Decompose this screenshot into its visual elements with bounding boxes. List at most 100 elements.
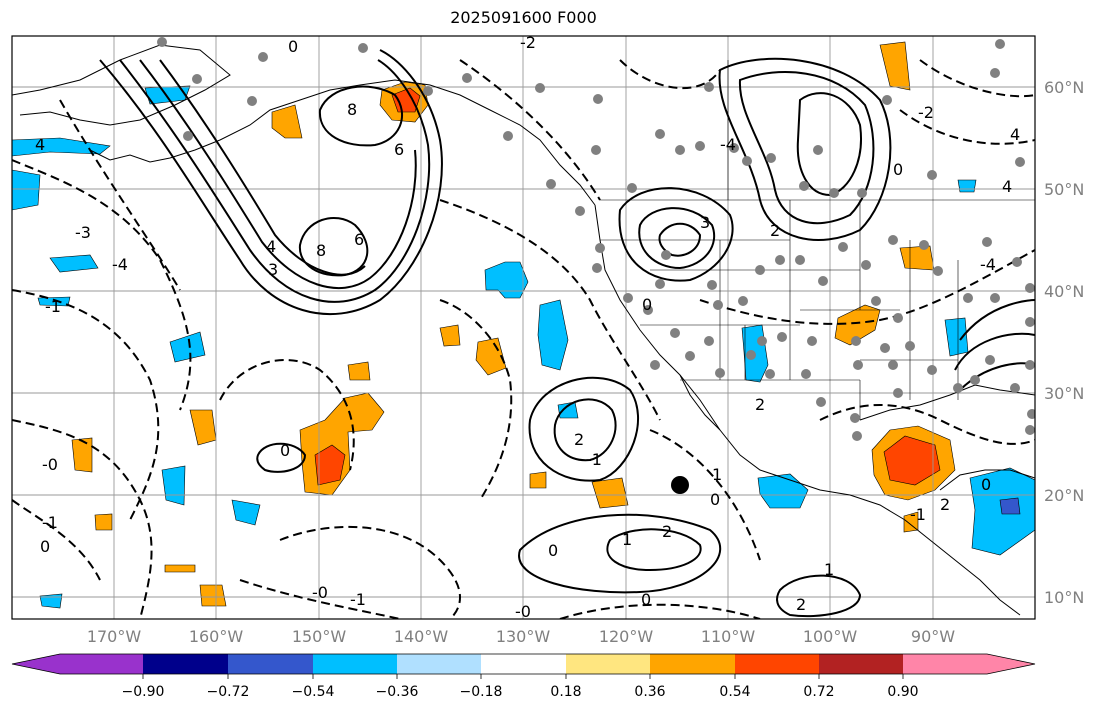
lat-label: 30°N — [1044, 384, 1084, 403]
contour-label: 8 — [347, 100, 357, 119]
contour-0-small — [256, 442, 307, 473]
map-panel: 0 8 6 8 6 4 3 -3 -4 4 -4 -2 3 2 0 2 -1 -… — [12, 36, 1035, 621]
contour-dash-4 — [12, 499, 101, 581]
lat-label: 20°N — [1044, 486, 1084, 505]
contour-label: 2 — [796, 595, 806, 614]
contour-label: 1 — [712, 465, 722, 484]
shade-red-texas — [883, 435, 941, 486]
shade-orange-west2 — [94, 513, 113, 531]
contour-label: 4 — [1010, 125, 1020, 144]
contour-canada-2 — [738, 71, 875, 225]
contour-dash-13 — [899, 109, 1035, 145]
contour-dash-8 — [459, 59, 601, 201]
gulf-coast — [859, 384, 1035, 421]
contour-label: 0 — [548, 541, 558, 560]
contour-dash-12 — [819, 404, 1035, 445]
contour-trough-left — [59, 99, 181, 291]
lat-label: 10°N — [1044, 588, 1084, 607]
contour-label: -1 — [350, 590, 366, 609]
colorbar-outline — [11, 653, 1036, 675]
significance-stippling — [157, 37, 1035, 441]
colorbar-seg — [228, 654, 314, 674]
colorbar-seg — [481, 654, 567, 674]
contour-lines — [12, 49, 1035, 619]
lon-label: 90°W — [911, 627, 955, 646]
contour-dash-15 — [279, 525, 461, 619]
colorbar-seg — [143, 654, 229, 674]
figure-title: 2025091600 F000 — [450, 8, 597, 27]
colorbar-tick-label: 0.36 — [634, 684, 665, 700]
lon-label: 170°W — [87, 627, 142, 646]
contour-pac-high-2 — [553, 398, 617, 462]
lon-label: 160°W — [189, 627, 244, 646]
contour-label: 1 — [824, 560, 834, 579]
lon-label: 120°W — [599, 627, 654, 646]
contour-dash-14 — [919, 59, 1035, 98]
shade-blue-pac-3 — [557, 401, 579, 419]
contour-label: 4 — [35, 135, 45, 154]
contour-south-2 — [606, 528, 702, 572]
contour-label: -4 — [980, 255, 996, 274]
contour-label: 2 — [662, 522, 672, 541]
shade-orange-west3 — [199, 584, 227, 607]
contour-label: 0 — [40, 537, 50, 556]
lat-label: 60°N — [1044, 78, 1084, 97]
yucatan-coast — [939, 469, 1035, 491]
aleutian-chain — [89, 79, 596, 206]
shade-orange-kansas — [834, 304, 881, 346]
contour-label: 0 — [641, 590, 651, 609]
shade-blue-pac-long — [484, 261, 529, 299]
contour-dash-2 — [12, 289, 160, 521]
contour-dash-11 — [699, 249, 1035, 325]
shade-orange-sw — [591, 477, 629, 509]
contour-ridge-2 — [638, 207, 716, 270]
shade-orange-ne — [899, 245, 935, 271]
contour-canada-3 — [796, 92, 862, 197]
shade-navy-yucatan — [999, 497, 1021, 515]
shade-blue-mexico — [757, 473, 809, 509]
colorbar-seg — [566, 654, 652, 674]
contour-label: 0 — [710, 490, 720, 509]
shade-blue-west-1 — [49, 254, 99, 273]
contour-big-trough — [99, 49, 443, 315]
colorbar-tick-label: 0.72 — [803, 684, 834, 700]
contour-label: 2 — [770, 221, 780, 240]
shade-blue-sw1 — [231, 499, 261, 526]
colorbar-seg — [987, 654, 1035, 674]
longitude-labels: 170°W 160°W 150°W 140°W 130°W 120°W 110°… — [87, 627, 955, 646]
colorbar-tick-label: −0.54 — [292, 684, 335, 700]
contour-label: 0 — [288, 37, 298, 56]
contour-label: -1 — [586, 450, 602, 469]
west-coast — [594, 204, 1021, 616]
contour-label: 1 — [622, 530, 632, 549]
contour-dash-10 — [649, 429, 761, 561]
colorbar: −0.90 −0.72 −0.54 −0.36 −0.18 0.18 0.36 … — [11, 653, 1036, 700]
contour-dash-6 — [439, 299, 513, 501]
colorbar-seg — [735, 654, 821, 674]
colorbar-tick-label: 0.90 — [887, 684, 918, 700]
colorbar-tick-label: −0.18 — [460, 684, 503, 700]
map-frame — [11, 35, 1036, 620]
contour-ridge-1 — [618, 187, 734, 282]
contour-pac-high — [528, 376, 639, 482]
contour-south — [518, 513, 722, 594]
marked-point — [671, 476, 689, 494]
shade-blue-sw2 — [39, 593, 63, 609]
contour-label: 0 — [280, 441, 290, 460]
shade-orange-sw2 — [164, 564, 196, 573]
contour-dash-16 — [239, 579, 401, 619]
contour-label: 3 — [268, 260, 278, 279]
contour-label: 2 — [755, 395, 765, 414]
contour-label: -1 — [42, 513, 58, 532]
contour-label: 4 — [1002, 177, 1012, 196]
contour-label: 8 — [316, 241, 326, 260]
shade-red-mid — [314, 444, 346, 486]
contour-label: 0 — [642, 295, 652, 314]
contour-label: -2 — [918, 103, 934, 122]
shade-blue-canada — [957, 179, 977, 193]
contour-label: -0 — [515, 602, 531, 621]
lon-label: 130°W — [496, 627, 551, 646]
contour-label: -0 — [42, 455, 58, 474]
colorbar-seg — [12, 654, 60, 674]
